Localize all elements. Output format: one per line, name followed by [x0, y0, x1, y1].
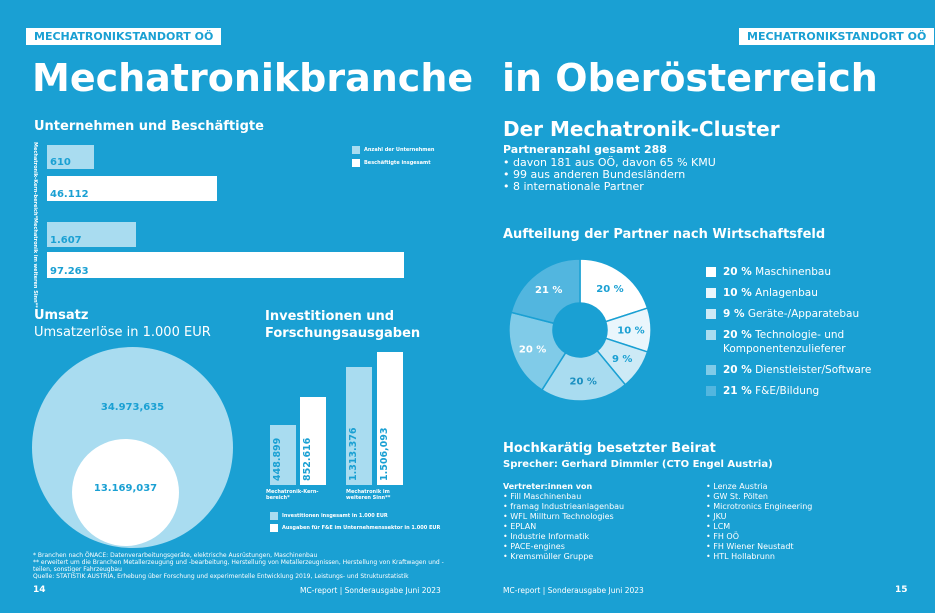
bar-extended-employees: 97.263 — [47, 252, 404, 278]
pie-slice-label: 10 % — [617, 326, 644, 337]
page-number-right: 15 — [895, 585, 908, 595]
list-item: Microtronics Engineering — [706, 502, 812, 512]
list-item: framag Industrieanlagenbau — [503, 502, 624, 512]
legend-swatch — [706, 309, 716, 319]
bar-core-employees: 46.112 — [47, 176, 217, 201]
investment-legend: Investitionen insgesamt in 1.000 EUR Aus… — [270, 510, 440, 534]
footnotes: * Branchen nach ÖNACE: Datenverarbeitung… — [33, 552, 444, 580]
publication-left: MC-report | Sonderausgabe Juni 2023 — [300, 586, 441, 595]
legend-item-rd: Ausgaben für F&E im Unternehmenssektor i… — [270, 522, 440, 534]
list-item: JKU — [706, 512, 812, 522]
revenue-inner-value: 13.169,037 — [93, 483, 158, 494]
pie-legend: 20 % Maschinenbau 10 % Anlagenbau 9 % Ge… — [706, 265, 871, 398]
revenue-title: Umsatz — [34, 308, 89, 323]
list-item: davon 181 aus OÖ, davon 65 % KMU — [503, 157, 716, 169]
board-list-col2: Lenze Austria GW St. Pölten Microtronics… — [706, 482, 812, 562]
pie-slice — [508, 311, 567, 391]
list-item: EPLAN — [503, 522, 624, 532]
legend-swatch — [706, 365, 716, 375]
list-item: PACE-engines — [503, 542, 624, 552]
legend-swatch — [706, 386, 716, 396]
legend-item: 20 % Maschinenbau — [706, 265, 871, 279]
pie-slice-label: 20 % — [519, 344, 546, 355]
legend-swatch — [352, 145, 360, 154]
group-label-core: Mechatronik-Kern-bereich* — [32, 142, 38, 219]
list-item: HTL Hollabrunn — [706, 552, 812, 562]
page-title-right: in Oberösterreich — [502, 56, 878, 100]
list-item: LCM — [706, 522, 812, 532]
investment-title-line1: Investitionen und — [265, 309, 395, 324]
list-item: 99 aus anderen Bundesländern — [503, 169, 716, 181]
legend-swatch — [706, 330, 716, 340]
board-list-col1: Fill Maschinenbau framag Industrieanlage… — [503, 492, 624, 562]
list-item: FH OÖ — [706, 532, 812, 542]
pie-slice-label: 9 % — [612, 354, 632, 365]
pie-slice-label: 20 % — [596, 284, 623, 295]
board-reps-heading: Vertreter:innen von — [503, 482, 593, 491]
legend-swatch — [706, 288, 716, 298]
investment-group-label-core: Mechatronik-Kern- bereich* — [266, 489, 319, 501]
publication-right: MC-report | Sonderausgabe Juni 2023 — [503, 586, 644, 595]
bar-core-rd: 852.616 — [300, 397, 326, 485]
cluster-list: davon 181 aus OÖ, davon 65 % KMU 99 aus … — [503, 157, 716, 193]
legend-swatch — [270, 511, 278, 520]
list-item: GW St. Pölten — [706, 492, 812, 502]
pie-slice-label: 20 % — [569, 376, 596, 387]
bar-extended-invest: 1.313.376 — [346, 367, 372, 485]
partner-donut-chart: 20 % 10 % 9 % 20 % 20 % 21 % — [508, 258, 652, 402]
legend-swatch — [706, 267, 716, 277]
list-item: Lenze Austria — [706, 482, 812, 492]
bar-extended-rd: 1.506,093 — [377, 352, 403, 485]
employment-legend: Anzahl der Unternehmen Beschäftigte insg… — [352, 145, 434, 168]
pie-slice — [540, 349, 627, 402]
legend-item-invest: Investitionen insgesamt in 1.000 EUR — [270, 510, 440, 522]
legend-item: 20 % Technologie- und Komponentenzuliefer… — [706, 328, 871, 356]
cluster-title: Der Mechatronik-Cluster — [503, 117, 780, 141]
list-item: FH Wiener Neustadt — [706, 542, 812, 552]
pie-slice — [510, 258, 581, 325]
legend-item-employees: Beschäftigte insgesamt — [352, 158, 434, 168]
legend-item-companies: Anzahl der Unternehmen — [352, 145, 434, 155]
list-item: Kremsmüller Gruppe — [503, 552, 624, 562]
bar-core-companies: 610 — [47, 145, 94, 169]
legend-swatch — [352, 158, 360, 167]
employment-title: Unternehmen und Beschäftigte — [34, 119, 264, 134]
investment-group-label-extended: Mechatronik im weiteren Sinn** — [346, 489, 391, 501]
page-title-left: Mechatronikbranche — [32, 56, 474, 100]
legend-swatch — [270, 523, 278, 532]
legend-item: 10 % Anlagenbau — [706, 286, 871, 300]
list-item: 8 internationale Partner — [503, 181, 716, 193]
legend-item: 21 % F&E/Bildung — [706, 384, 871, 398]
group-label-extended: Mechatronik im weiteren Sinn** — [32, 218, 38, 308]
section-tag-right: MECHATRONIKSTANDORT OÖ — [739, 28, 935, 45]
pie-title: Aufteilung der Partner nach Wirtschaftsf… — [503, 227, 826, 242]
board-speaker: Sprecher: Gerhard Dimmler (CTO Engel Aus… — [503, 459, 773, 470]
bar-core-invest: 448.899 — [270, 425, 296, 485]
page-number-left: 14 — [33, 585, 46, 595]
cluster-subtitle: Partneranzahl gesamt 288 — [503, 143, 667, 156]
revenue-inner-circle — [72, 439, 179, 546]
pie-slice — [579, 258, 649, 323]
pie-slice-label: 21 % — [535, 285, 562, 296]
revenue-subtitle: Umsatzerlöse in 1.000 EUR — [34, 325, 211, 340]
board-title: Hochkarätig besetzter Beirat — [503, 441, 716, 456]
list-item: WFL Millturn Technologies — [503, 512, 624, 522]
revenue-outer-value: 34.973,635 — [100, 402, 165, 413]
legend-item: 9 % Geräte-/Apparatebau — [706, 307, 871, 321]
legend-item: 20 % Dienstleister/Software — [706, 363, 871, 377]
list-item: Fill Maschinenbau — [503, 492, 624, 502]
bar-extended-companies: 1.607 — [47, 222, 136, 247]
list-item: Industrie Informatik — [503, 532, 624, 542]
investment-title-line2: Forschungsausgaben — [265, 326, 421, 341]
section-tag-left: MECHATRONIKSTANDORT OÖ — [26, 28, 222, 45]
